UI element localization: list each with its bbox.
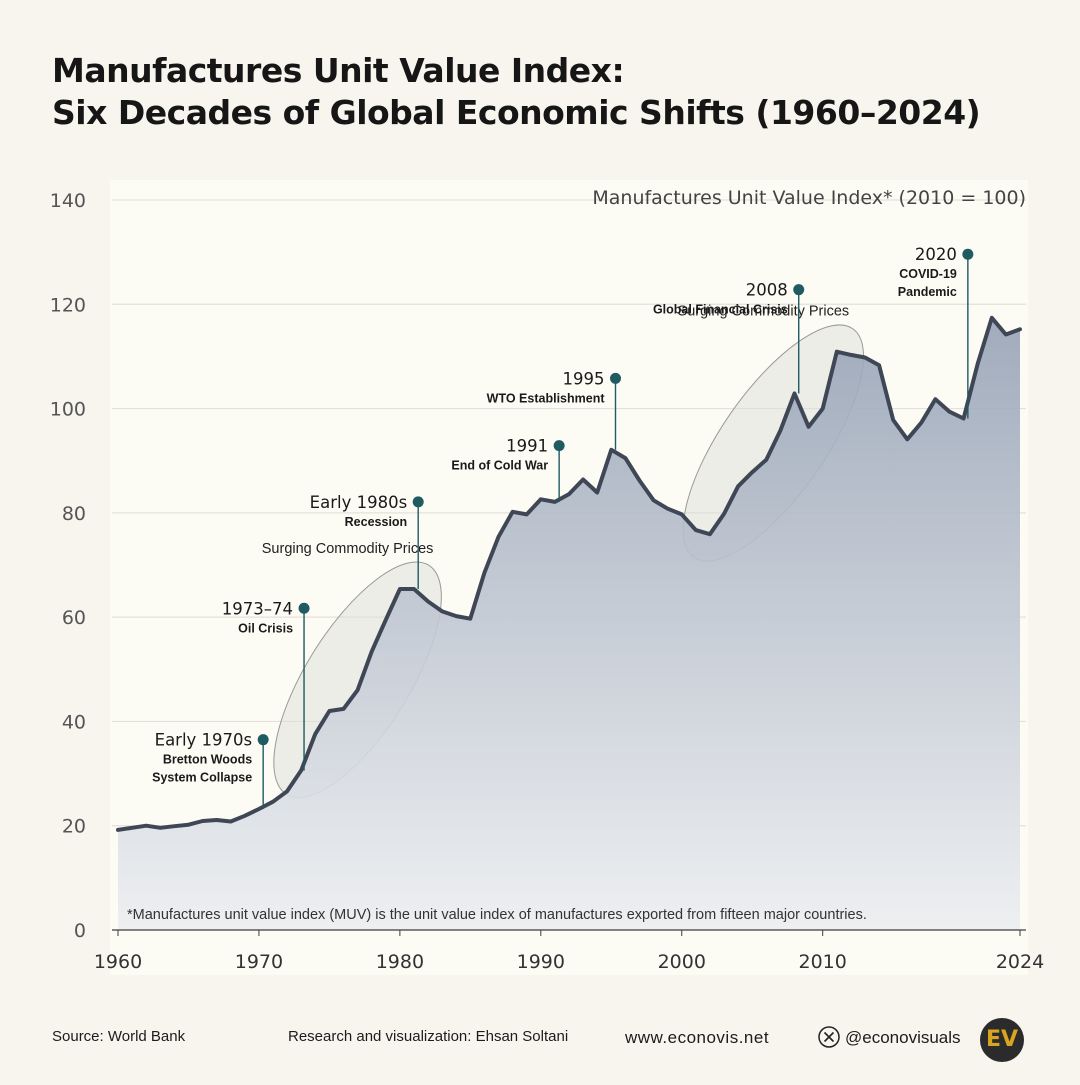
y-tick-label: 140 xyxy=(50,190,86,212)
annotation-subtitle: Bretton Woods xyxy=(163,753,252,767)
x-tick-label: 1990 xyxy=(517,951,565,973)
y-tick-label: 120 xyxy=(50,294,86,316)
series-label: Manufactures Unit Value Index* (2010 = 1… xyxy=(592,187,1026,209)
annotation-title: 1991 xyxy=(506,437,548,456)
annotation-title: 1973–74 xyxy=(222,599,293,618)
annotation-dot xyxy=(412,496,424,508)
social-handle-link[interactable]: @econovisuals xyxy=(845,1028,961,1047)
annotation-subtitle: System Collapse xyxy=(152,771,252,785)
y-tick-label: 80 xyxy=(62,503,86,525)
index-line xyxy=(116,315,1022,832)
footnote: *Manufactures unit value index (MUV) is … xyxy=(127,907,867,923)
title-line-2: Six Decades of Global Economic Shifts (1… xyxy=(52,93,981,132)
annotation-subtitle: End of Cold War xyxy=(451,459,548,473)
annotation-dot xyxy=(793,284,805,296)
credit-text: Research and visualization: Ehsan Soltan… xyxy=(288,1028,569,1045)
title-line-1: Manufactures Unit Value Index: xyxy=(52,51,625,90)
x-tick-label: 1970 xyxy=(235,951,283,973)
annotation-title: 2020 xyxy=(915,245,957,264)
annotation-dot xyxy=(610,372,622,384)
annotation-title: 2008 xyxy=(746,281,788,300)
y-tick-label: 0 xyxy=(74,920,86,942)
y-tick-label: 20 xyxy=(62,816,86,838)
annotation-dot xyxy=(553,440,565,452)
annotation-subtitle: Pandemic xyxy=(898,285,957,299)
annotation-subtitle: Oil Crisis xyxy=(238,621,293,635)
index-area xyxy=(118,317,1020,930)
annotation-dot xyxy=(962,248,974,260)
x-tick-label: 2024 xyxy=(996,951,1044,973)
econovis-logo: EV xyxy=(980,1018,1024,1062)
footer: Source: World Bank Research and visualiz… xyxy=(0,1014,1080,1062)
website-link[interactable]: www.econovis.net xyxy=(625,1028,770,1047)
annotation-subtitle: Global Financial Crisis xyxy=(653,303,788,317)
y-tick-label: 100 xyxy=(50,399,86,421)
highlight-label: Surging Commodity Prices xyxy=(262,541,434,557)
annotation-subtitle: Recession xyxy=(345,515,408,529)
x-logo-icon xyxy=(818,1026,840,1048)
chart-title: Manufactures Unit Value Index: Six Decad… xyxy=(52,50,1052,134)
highlight-label: Surging Commodity Prices xyxy=(678,304,850,320)
source-text: Source: World Bank xyxy=(52,1028,186,1045)
annotation-dot xyxy=(298,602,310,614)
annotation-subtitle: WTO Establishment xyxy=(487,391,606,405)
x-tick-label: 2000 xyxy=(658,951,706,973)
annotation-dot xyxy=(257,734,269,746)
y-tick-label: 40 xyxy=(62,711,86,733)
annotation-title: Early 1970s xyxy=(155,731,253,750)
annotation-title: Early 1980s xyxy=(310,493,408,512)
x-tick-label: 1960 xyxy=(94,951,142,973)
annotation-title: 1995 xyxy=(563,369,605,388)
x-tick-label: 2010 xyxy=(799,951,847,973)
x-tick-label: 1980 xyxy=(376,951,424,973)
y-tick-label: 60 xyxy=(62,607,86,629)
annotation-subtitle: COVID-19 xyxy=(899,267,957,281)
